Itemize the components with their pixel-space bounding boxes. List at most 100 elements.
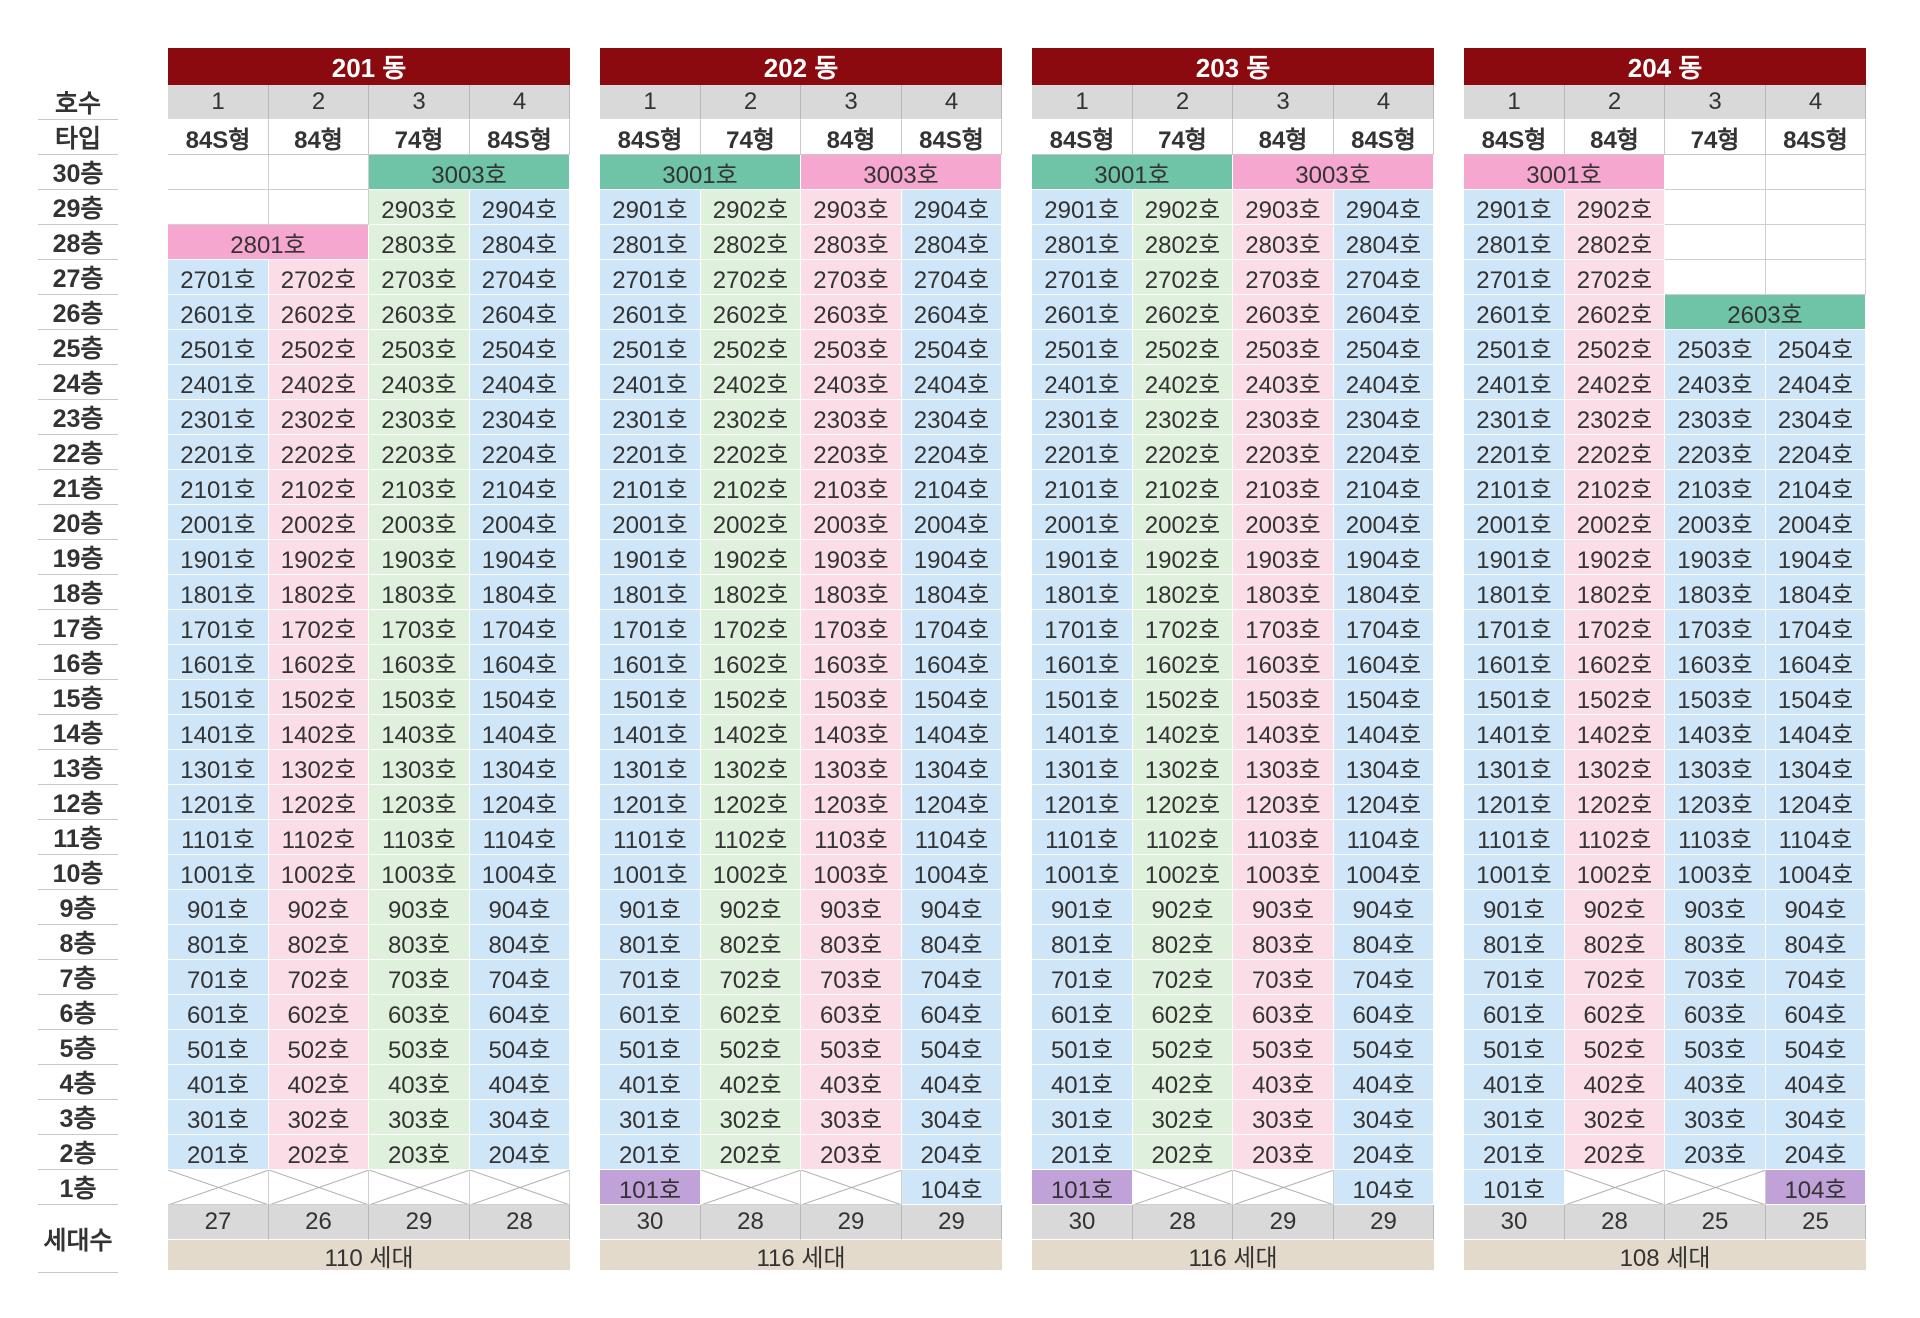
unit-cell: 804호: [1766, 925, 1866, 960]
unit-cell: 1204호: [902, 785, 1002, 820]
unit-cell: 601호: [1464, 995, 1565, 1030]
unit-cell: 1603호: [1665, 645, 1766, 680]
household-count: 30: [600, 1205, 701, 1240]
household-count: 29: [1334, 1205, 1434, 1240]
unit-cell: 1704호: [1334, 610, 1434, 645]
unit-cell: 2204호: [902, 435, 1002, 470]
floor-label: 19층: [38, 540, 118, 575]
unit-cell: 1602호: [1133, 645, 1233, 680]
unit-cell: 1903호: [801, 540, 902, 575]
unit-cell: 1102호: [1133, 820, 1233, 855]
unit-cell: 2601호: [168, 295, 269, 330]
unit-cell: 1601호: [168, 645, 269, 680]
unit-cell: 2002호: [701, 505, 801, 540]
unit-cell: 501호: [1032, 1030, 1133, 1065]
empty-unit-cell: [1665, 260, 1766, 295]
unit-cell: 202호: [269, 1135, 369, 1170]
unit-cell: 301호: [1032, 1100, 1133, 1135]
household-count: 29: [1233, 1205, 1334, 1240]
unit-cell: 702호: [269, 960, 369, 995]
floor-label: 23층: [38, 400, 118, 435]
unit-type: 74형: [369, 120, 470, 155]
unit-cell: 1904호: [902, 540, 1002, 575]
unit-cell: 1402호: [269, 715, 369, 750]
unit-cell: 2601호: [1032, 295, 1133, 330]
unit-cell: 2402호: [1133, 365, 1233, 400]
unit-cell: 1302호: [269, 750, 369, 785]
unit-cell: 2801호: [1464, 225, 1565, 260]
unit-cell: 2702호: [269, 260, 369, 295]
household-count: 25: [1665, 1205, 1766, 1240]
unit-cell: 1602호: [701, 645, 801, 680]
household-count: 25: [1766, 1205, 1866, 1240]
unit-cell: 1704호: [1766, 610, 1866, 645]
floor-label: 1층: [38, 1170, 118, 1205]
unit-cell: 1204호: [470, 785, 570, 820]
unit-type: 84형: [1233, 120, 1334, 155]
household-total: 116 세대: [600, 1240, 1002, 1272]
unit-cell: 1702호: [701, 610, 801, 645]
line-number: 4: [902, 85, 1002, 120]
unit-cell: 2503호: [369, 330, 470, 365]
household-count: 27: [168, 1205, 269, 1240]
unit-cell: 901호: [600, 890, 701, 925]
unit-cell: 1701호: [1032, 610, 1133, 645]
unit-cell: 2204호: [470, 435, 570, 470]
unit-cell: 903호: [1233, 890, 1334, 925]
unit-cell: 1404호: [902, 715, 1002, 750]
unit-cell: 1803호: [369, 575, 470, 610]
unit-type: 74형: [1665, 120, 1766, 155]
unit-cell: 601호: [168, 995, 269, 1030]
unit-cell: 1004호: [902, 855, 1002, 890]
building-name: 203 동: [1032, 48, 1434, 85]
unit-cell: 2303호: [1233, 400, 1334, 435]
unit-cell: 2302호: [1133, 400, 1233, 435]
unit-cell: 2003호: [1233, 505, 1334, 540]
cross-mark-icon: [369, 1170, 469, 1204]
unit-cell: 1303호: [1665, 750, 1766, 785]
unit-cell: 1403호: [369, 715, 470, 750]
unit-cell: 1501호: [600, 680, 701, 715]
unit-cell: 1004호: [470, 855, 570, 890]
unit-cell: 2102호: [269, 470, 369, 505]
unit-cell: 2201호: [168, 435, 269, 470]
unit-cell: 1001호: [600, 855, 701, 890]
no-unit-cell: [470, 1170, 570, 1205]
unit-cell: 2502호: [1565, 330, 1665, 365]
unit-cell: 2601호: [1464, 295, 1565, 330]
unit-cell: 403호: [369, 1065, 470, 1100]
empty-unit-cell: [1766, 260, 1866, 295]
cross-mark-icon: [1233, 1170, 1333, 1204]
floor-label: 2층: [38, 1135, 118, 1170]
unit-cell: 301호: [1464, 1100, 1565, 1135]
unit-cell: 2602호: [1565, 295, 1665, 330]
unit-cell: 501호: [1464, 1030, 1565, 1065]
building-1: 201 동 1 2 3 4 84S형 84형 74형 84S형 3003호 2903호 2904호 28…: [168, 48, 570, 1272]
household-total: 110 세대: [168, 1240, 570, 1272]
unit-cell: 1703호: [801, 610, 902, 645]
unit-cell: 2901호: [1464, 190, 1565, 225]
unit-cell: 604호: [1334, 995, 1434, 1030]
unit-cell: 702호: [701, 960, 801, 995]
unit-cell: 2802호: [1133, 225, 1233, 260]
unit-cell: 1802호: [1565, 575, 1665, 610]
unit-cell: 302호: [701, 1100, 801, 1135]
unit-cell: 2401호: [168, 365, 269, 400]
line-number: 1: [600, 85, 701, 120]
empty-unit-cell: [1665, 225, 1766, 260]
unit-cell-merged: 3001호: [600, 155, 801, 190]
unit-cell: 902호: [269, 890, 369, 925]
unit-cell: 302호: [1133, 1100, 1233, 1135]
unit-cell: 204호: [470, 1135, 570, 1170]
unit-cell: 303호: [801, 1100, 902, 1135]
unit-cell: 1103호: [369, 820, 470, 855]
unit-cell: 1803호: [801, 575, 902, 610]
unit-cell: 2404호: [1334, 365, 1434, 400]
unit-cell: 1804호: [470, 575, 570, 610]
household-total: 116 세대: [1032, 1240, 1434, 1272]
unit-cell: 2502호: [269, 330, 369, 365]
unit-cell: 1003호: [801, 855, 902, 890]
unit-cell: 1303호: [369, 750, 470, 785]
unit-cell: 304호: [470, 1100, 570, 1135]
unit-cell: 204호: [902, 1135, 1002, 1170]
